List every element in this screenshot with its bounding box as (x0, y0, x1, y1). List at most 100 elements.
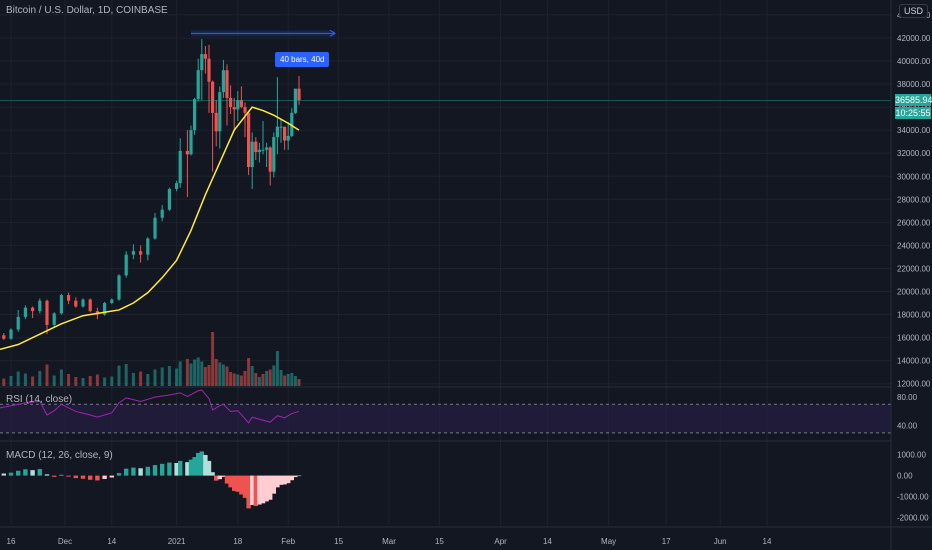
volume-bar (31, 376, 35, 386)
candle-body[interactable] (297, 88, 301, 101)
macd-bar (260, 475, 266, 504)
candle-body[interactable] (23, 307, 27, 317)
candle-body[interactable] (286, 135, 290, 141)
candle-body[interactable] (283, 126, 287, 141)
candle-body[interactable] (207, 58, 211, 82)
candle-body[interactable] (268, 147, 272, 172)
candle-body[interactable] (272, 137, 276, 172)
candle-body[interactable] (229, 97, 233, 108)
macd-bar (124, 468, 129, 476)
macd-bar (275, 475, 280, 488)
x-tick-label: 14 (763, 537, 772, 546)
macd-bar (167, 462, 172, 476)
candle-body[interactable] (9, 329, 13, 339)
volume-bar (88, 376, 92, 386)
candle-body[interactable] (178, 150, 182, 184)
candle-body[interactable] (261, 149, 265, 151)
candle-body[interactable] (67, 294, 71, 301)
candle-body[interactable] (160, 209, 164, 218)
candle-body[interactable] (193, 99, 197, 131)
macd-bar (145, 466, 150, 476)
candle-body[interactable] (221, 70, 225, 93)
candle-body[interactable] (88, 299, 92, 312)
bar-countdown: 10:25:55 (895, 107, 931, 120)
candle-body[interactable] (74, 300, 78, 307)
candle-body[interactable] (236, 100, 240, 110)
candle-body[interactable] (275, 126, 279, 138)
macd-bar (160, 463, 165, 476)
rsi-path (0, 389, 300, 424)
y-tick-label: 22000.00 (897, 264, 931, 273)
candle-body[interactable] (81, 299, 85, 307)
candle-body[interactable] (103, 303, 107, 315)
candle-body[interactable] (211, 81, 215, 113)
candle-body[interactable] (131, 251, 135, 255)
volume-bar (247, 358, 251, 386)
x-tick-label: 16 (7, 537, 16, 546)
candle-body[interactable] (265, 147, 269, 150)
candle-body[interactable] (167, 188, 171, 210)
candle-body[interactable] (31, 307, 35, 312)
macd-bar (59, 474, 64, 476)
candle-body[interactable] (153, 217, 157, 239)
candle-body[interactable] (225, 70, 229, 98)
macd-bar (30, 470, 35, 476)
candle-body[interactable] (185, 150, 189, 155)
volume-bar (117, 365, 121, 386)
candle-body[interactable] (52, 313, 56, 325)
x-tick-label: 17 (662, 537, 671, 546)
volume-bar (67, 374, 71, 386)
candle-body[interactable] (16, 316, 20, 330)
volume-bar (23, 373, 27, 386)
candle-body[interactable] (250, 141, 254, 168)
candle-body[interactable] (124, 254, 128, 276)
candle-body[interactable] (247, 112, 251, 168)
candle-body[interactable] (243, 107, 247, 113)
volume-bar (110, 376, 114, 386)
candle-body[interactable] (279, 126, 283, 128)
volume-bar (38, 371, 42, 386)
volume-bar (207, 365, 211, 386)
measure-tool[interactable] (0, 29, 891, 101)
candle-body[interactable] (146, 238, 150, 255)
price-axis[interactable]: 12000.00 14000.00 16000.00 18000.00 20000.00… (897, 11, 931, 523)
candle-body[interactable] (257, 149, 261, 153)
volume-bar (160, 367, 164, 386)
candle-body[interactable] (218, 92, 222, 132)
candle-body[interactable] (139, 251, 143, 255)
time-axis[interactable]: 16 Dec 14 2021 18 Feb 15 Mar 15 Apr 14 May 17 Jun 14 (7, 537, 772, 546)
candle-body[interactable] (2, 335, 6, 339)
y-tick-label: 32000.00 (897, 149, 931, 158)
candles[interactable] (0, 39, 301, 343)
candle-body[interactable] (254, 141, 258, 153)
candle-body[interactable] (189, 130, 193, 155)
volume-bar (211, 332, 215, 386)
x-tick-label: 2021 (168, 537, 186, 546)
volume-bar (196, 357, 200, 386)
candle-body[interactable] (117, 275, 121, 300)
candle-body[interactable] (200, 54, 204, 71)
macd-bar (185, 462, 190, 476)
volume-bar (178, 361, 182, 386)
y-tick-label: -2000.00 (897, 514, 929, 523)
candle-body[interactable] (203, 54, 207, 59)
candle-body[interactable] (214, 112, 218, 132)
candle-body[interactable] (293, 88, 297, 113)
candle-body[interactable] (290, 112, 294, 136)
candle-body[interactable] (196, 70, 200, 100)
candle-body[interactable] (232, 107, 236, 110)
candle-body[interactable] (110, 299, 114, 304)
currency-button[interactable]: USD (898, 4, 928, 18)
x-tick-label: Apr (494, 537, 507, 546)
candle-body[interactable] (59, 294, 63, 314)
volume-bar (74, 377, 78, 386)
candle-body[interactable] (45, 300, 49, 325)
macd-bar (131, 467, 136, 476)
candle-body[interactable] (239, 100, 243, 108)
volume-bar (243, 371, 247, 386)
candle-body[interactable] (38, 300, 42, 312)
volume-bar (200, 361, 204, 386)
candle-body[interactable] (175, 183, 179, 189)
